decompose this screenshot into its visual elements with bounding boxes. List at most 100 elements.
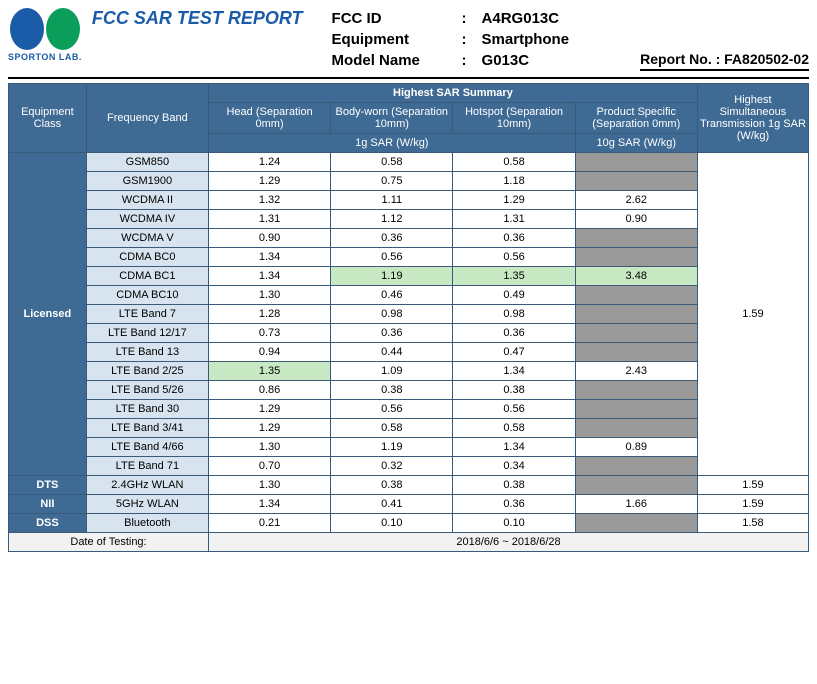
table-row: LTE Band 12/170.730.360.36 <box>9 324 809 343</box>
eqclass-cell: DSS <box>9 514 87 533</box>
hotspot-cell: 1.18 <box>453 172 575 191</box>
body-cell: 0.56 <box>331 248 453 267</box>
table-row: LTE Band 301.290.560.56 <box>9 400 809 419</box>
hotspot-cell: 0.56 <box>453 248 575 267</box>
ps-cell: 2.43 <box>575 362 697 381</box>
head-cell: 0.73 <box>208 324 330 343</box>
hotspot-cell: 0.56 <box>453 400 575 419</box>
th-body-worn: Body-worn (Separation 10mm) <box>331 103 453 134</box>
band-cell: Bluetooth <box>86 514 208 533</box>
model-value: G013C <box>482 50 530 71</box>
band-cell: LTE Band 13 <box>86 343 208 362</box>
band-cell: WCDMA IV <box>86 210 208 229</box>
head-cell: 1.30 <box>208 286 330 305</box>
hotspot-cell: 1.29 <box>453 191 575 210</box>
hotspot-cell: 0.36 <box>453 229 575 248</box>
hotspot-cell: 0.58 <box>453 419 575 438</box>
head-cell: 1.24 <box>208 153 330 172</box>
body-cell: 0.41 <box>331 495 453 514</box>
head-cell: 1.28 <box>208 305 330 324</box>
th-hotspot: Hotspot (Separation 10mm) <box>453 103 575 134</box>
ps-cell <box>575 419 697 438</box>
meta-block: FCC ID : A4RG013C Equipment : Smartphone… <box>332 8 631 71</box>
table-row: LTE Band 2/251.351.091.342.43 <box>9 362 809 381</box>
logo-text: SPORTON LAB. <box>8 52 82 62</box>
ps-cell <box>575 514 697 533</box>
footer-row: Date of Testing:2018/6/6 ~ 2018/6/28 <box>9 533 809 552</box>
date-value: 2018/6/6 ~ 2018/6/28 <box>208 533 808 552</box>
hotspot-cell: 0.38 <box>453 476 575 495</box>
th-frequency-band: Frequency Band <box>86 84 208 153</box>
ps-cell <box>575 324 697 343</box>
band-cell: LTE Band 3/41 <box>86 419 208 438</box>
table-row: CDMA BC101.300.460.49 <box>9 286 809 305</box>
ps-cell: 0.89 <box>575 438 697 457</box>
table-row: DSSBluetooth0.210.100.101.58 <box>9 514 809 533</box>
head-cell: 1.29 <box>208 172 330 191</box>
band-cell: GSM850 <box>86 153 208 172</box>
table-row: DTS2.4GHz WLAN1.300.380.381.59 <box>9 476 809 495</box>
table-row: CDMA BC01.340.560.56 <box>9 248 809 267</box>
table-row: LTE Band 3/411.290.580.58 <box>9 419 809 438</box>
body-cell: 0.36 <box>331 229 453 248</box>
head-cell: 1.29 <box>208 400 330 419</box>
ps-cell <box>575 305 697 324</box>
table-row: NII5GHz WLAN1.340.410.361.661.59 <box>9 495 809 514</box>
table-row: LTE Band 71.280.980.98 <box>9 305 809 324</box>
band-cell: WCDMA V <box>86 229 208 248</box>
highest-cell: 1.59 <box>697 495 808 514</box>
th-highest-sim: Highest Simultaneous Transmission 1g SAR… <box>697 84 808 153</box>
body-cell: 0.58 <box>331 419 453 438</box>
highest-cell: 1.59 <box>697 476 808 495</box>
hotspot-cell: 0.98 <box>453 305 575 324</box>
header-block: SPORTON LAB. FCC SAR TEST REPORT FCC ID … <box>8 8 809 71</box>
body-cell: 0.56 <box>331 400 453 419</box>
head-cell: 1.34 <box>208 495 330 514</box>
band-cell: 5GHz WLAN <box>86 495 208 514</box>
head-cell: 0.70 <box>208 457 330 476</box>
body-cell: 0.46 <box>331 286 453 305</box>
body-cell: 0.10 <box>331 514 453 533</box>
body-cell: 1.09 <box>331 362 453 381</box>
equipment-label: Equipment <box>332 29 462 50</box>
th-10g-sar: 10g SAR (W/kg) <box>575 134 697 153</box>
hotspot-cell: 1.34 <box>453 438 575 457</box>
ps-cell <box>575 153 697 172</box>
th-equipment-class: Equipment Class <box>9 84 87 153</box>
body-cell: 1.12 <box>331 210 453 229</box>
head-cell: 1.29 <box>208 419 330 438</box>
head-cell: 1.34 <box>208 248 330 267</box>
hotspot-cell: 0.36 <box>453 324 575 343</box>
body-cell: 1.19 <box>331 267 453 286</box>
band-cell: CDMA BC0 <box>86 248 208 267</box>
band-cell: LTE Band 2/25 <box>86 362 208 381</box>
body-cell: 0.36 <box>331 324 453 343</box>
band-cell: LTE Band 30 <box>86 400 208 419</box>
ps-cell <box>575 457 697 476</box>
ps-cell: 0.90 <box>575 210 697 229</box>
band-cell: LTE Band 7 <box>86 305 208 324</box>
head-cell: 1.30 <box>208 438 330 457</box>
body-cell: 1.11 <box>331 191 453 210</box>
ps-cell: 3.48 <box>575 267 697 286</box>
ps-cell <box>575 381 697 400</box>
model-label: Model Name <box>332 50 462 71</box>
table-row: LTE Band 4/661.301.191.340.89 <box>9 438 809 457</box>
head-cell: 0.94 <box>208 343 330 362</box>
table-row: WCDMA V0.900.360.36 <box>9 229 809 248</box>
band-cell: LTE Band 4/66 <box>86 438 208 457</box>
logo: SPORTON LAB. <box>8 8 82 62</box>
band-cell: WCDMA II <box>86 191 208 210</box>
eqclass-cell: DTS <box>9 476 87 495</box>
table-row: CDMA BC11.341.191.353.48 <box>9 267 809 286</box>
fcc-id-label: FCC ID <box>332 8 462 29</box>
hotspot-cell: 1.31 <box>453 210 575 229</box>
hotspot-cell: 0.58 <box>453 153 575 172</box>
band-cell: LTE Band 71 <box>86 457 208 476</box>
ps-cell <box>575 229 697 248</box>
hotspot-cell: 1.35 <box>453 267 575 286</box>
band-cell: LTE Band 12/17 <box>86 324 208 343</box>
hotspot-cell: 0.34 <box>453 457 575 476</box>
highest-cell: 1.58 <box>697 514 808 533</box>
head-cell: 1.31 <box>208 210 330 229</box>
